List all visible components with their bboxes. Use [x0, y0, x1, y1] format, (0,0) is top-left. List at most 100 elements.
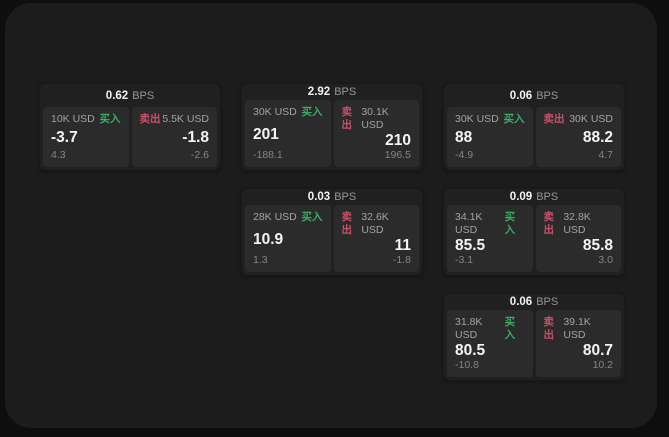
buy-price: 201 — [253, 125, 279, 143]
bps-unit-label: BPS — [536, 89, 559, 102]
buy-delta: -188.1 — [253, 149, 283, 161]
card-panels: 31.8K USD 买入 80.5 -10.8 卖出 39.1K USD 80.… — [444, 310, 624, 380]
sell-amount: 30K USD — [569, 113, 613, 125]
buy-price: 10.9 — [253, 230, 284, 248]
buy-amount: 30K USD — [253, 106, 297, 118]
buy-side-label: 买入 — [503, 113, 525, 125]
sell-amount: 39.1K USD — [563, 316, 591, 341]
card-header: 0.06 BPS — [444, 84, 624, 107]
card-header: 0.62 BPS — [40, 84, 220, 107]
quote-card: 0.06 BPS 30K USD 买入 88 -4.9 卖出 30K USD — [443, 83, 625, 171]
card-panels: 30K USD 买入 201 -188.1 卖出 30.1K USD 210 1… — [242, 100, 422, 170]
quote-card: 0.09 BPS 34.1K USD 买入 85.5 -3.1 卖出 32.8K… — [443, 188, 625, 276]
sell-panel[interactable]: 卖出 30.1K USD 210 196.5 — [333, 100, 419, 167]
buy-top-row: 34.1K USD 买入 — [455, 211, 525, 237]
buy-panel[interactable]: 28K USD 买入 10.9 1.3 — [245, 205, 331, 272]
card-header: 2.92 BPS — [242, 84, 422, 100]
sell-panel[interactable]: 卖出 39.1K USD 80.7 10.2 — [535, 310, 621, 377]
buy-amount: 34.1K USD — [455, 211, 483, 236]
quote-card: 0.62 BPS 10K USD 买入 -3.7 4.3 卖出 5.5K USD — [39, 83, 221, 171]
buy-delta: -4.9 — [455, 149, 474, 161]
sell-side-label: 卖出 — [341, 211, 353, 236]
sell-amount: 30.1K USD — [361, 106, 389, 131]
sell-panel[interactable]: 卖出 32.6K USD 11 -1.8 — [333, 205, 419, 272]
sell-top-row: 卖出 32.8K USD — [544, 211, 614, 237]
bps-unit-label: BPS — [334, 86, 357, 98]
bps-value: 0.62 — [105, 89, 129, 102]
buy-side-label: 买入 — [504, 211, 516, 236]
bps-unit-label: BPS — [536, 296, 559, 308]
buy-top-row: 30K USD 买入 — [455, 113, 525, 126]
buy-price: 88 — [455, 129, 473, 146]
buy-delta: -3.1 — [455, 254, 474, 266]
quote-card: 0.03 BPS 28K USD 买入 10.9 1.3 卖出 32.6K US… — [241, 188, 423, 276]
bps-unit-label: BPS — [334, 191, 357, 203]
sell-price: 11 — [394, 237, 411, 254]
card-panels: 30K USD 买入 88 -4.9 卖出 30K USD 88.2 4.7 — [444, 107, 624, 170]
buy-side-label: 买入 — [301, 106, 323, 118]
quote-card: 2.92 BPS 30K USD 买入 201 -188.1 卖出 30.1K … — [241, 83, 423, 171]
sell-delta: 10.2 — [592, 359, 613, 371]
card-panels: 34.1K USD 买入 85.5 -3.1 卖出 32.8K USD 85.8… — [444, 205, 624, 275]
bps-value: 0.06 — [509, 296, 533, 308]
buy-price: -3.7 — [51, 129, 78, 146]
sell-side-label: 卖出 — [543, 211, 555, 236]
buy-top-row: 28K USD 买入 — [253, 211, 323, 224]
sell-delta: -1.8 — [392, 254, 411, 266]
buy-delta: 4.3 — [51, 149, 66, 161]
sell-amount: 32.6K USD — [361, 211, 389, 236]
bps-unit-label: BPS — [536, 191, 559, 203]
bps-unit-label: BPS — [132, 89, 155, 102]
sell-top-row: 卖出 30.1K USD — [342, 106, 412, 132]
buy-price: 85.5 — [455, 237, 486, 254]
sell-delta: 4.7 — [598, 149, 613, 161]
buy-panel[interactable]: 31.8K USD 买入 80.5 -10.8 — [447, 310, 533, 377]
sell-price: -1.8 — [182, 129, 209, 146]
app-window: 0.62 BPS 10K USD 买入 -3.7 4.3 卖出 5.5K USD — [5, 3, 657, 428]
sell-side-label: 卖出 — [139, 113, 161, 125]
sell-panel[interactable]: 卖出 5.5K USD -1.8 -2.6 — [131, 107, 217, 167]
sell-panel[interactable]: 卖出 30K USD 88.2 4.7 — [535, 107, 621, 167]
sell-delta: 3.0 — [598, 254, 613, 266]
sell-side-label: 卖出 — [543, 113, 565, 125]
quote-card: 0.06 BPS 31.8K USD 买入 80.5 -10.8 卖出 39.1… — [443, 293, 625, 381]
bps-value: 2.92 — [307, 86, 331, 98]
buy-panel[interactable]: 30K USD 买入 88 -4.9 — [447, 107, 533, 167]
buy-side-label: 买入 — [504, 316, 516, 341]
card-header: 0.03 BPS — [242, 189, 422, 205]
buy-panel[interactable]: 34.1K USD 买入 85.5 -3.1 — [447, 205, 533, 272]
buy-top-row: 30K USD 买入 — [253, 106, 323, 119]
card-header: 0.06 BPS — [444, 294, 624, 310]
sell-top-row: 卖出 39.1K USD — [544, 316, 614, 342]
sell-side-label: 卖出 — [341, 106, 353, 131]
sell-amount: 32.8K USD — [563, 211, 591, 236]
sell-top-row: 卖出 32.6K USD — [342, 211, 412, 237]
buy-panel[interactable]: 10K USD 买入 -3.7 4.3 — [43, 107, 129, 167]
sell-price: 88.2 — [582, 129, 613, 146]
card-panels: 28K USD 买入 10.9 1.3 卖出 32.6K USD 11 -1.8 — [242, 205, 422, 275]
sell-price: 80.7 — [582, 342, 613, 359]
buy-top-row: 31.8K USD 买入 — [455, 316, 525, 342]
bps-value: 0.09 — [509, 191, 533, 203]
buy-amount: 31.8K USD — [455, 316, 483, 341]
sell-price: 85.8 — [582, 237, 613, 254]
quote-card-grid: 0.62 BPS 10K USD 买入 -3.7 4.3 卖出 5.5K USD — [39, 83, 625, 381]
bps-value: 0.06 — [509, 89, 533, 102]
buy-delta: -10.8 — [455, 359, 479, 371]
buy-side-label: 买入 — [99, 113, 121, 125]
sell-panel[interactable]: 卖出 32.8K USD 85.8 3.0 — [535, 205, 621, 272]
bps-value: 0.03 — [307, 191, 331, 203]
buy-panel[interactable]: 30K USD 买入 201 -188.1 — [245, 100, 331, 167]
sell-top-row: 卖出 5.5K USD — [140, 113, 210, 126]
buy-price: 80.5 — [455, 342, 486, 359]
buy-amount: 28K USD — [253, 211, 297, 223]
card-header: 0.09 BPS — [444, 189, 624, 205]
buy-delta: 1.3 — [253, 254, 268, 266]
sell-top-row: 卖出 30K USD — [544, 113, 614, 126]
card-panels: 10K USD 买入 -3.7 4.3 卖出 5.5K USD -1.8 -2.… — [40, 107, 220, 170]
buy-side-label: 买入 — [301, 211, 323, 223]
sell-delta: 196.5 — [384, 149, 411, 161]
sell-delta: -2.6 — [190, 149, 209, 161]
sell-amount: 5.5K USD — [162, 113, 209, 125]
buy-top-row: 10K USD 买入 — [51, 113, 121, 126]
